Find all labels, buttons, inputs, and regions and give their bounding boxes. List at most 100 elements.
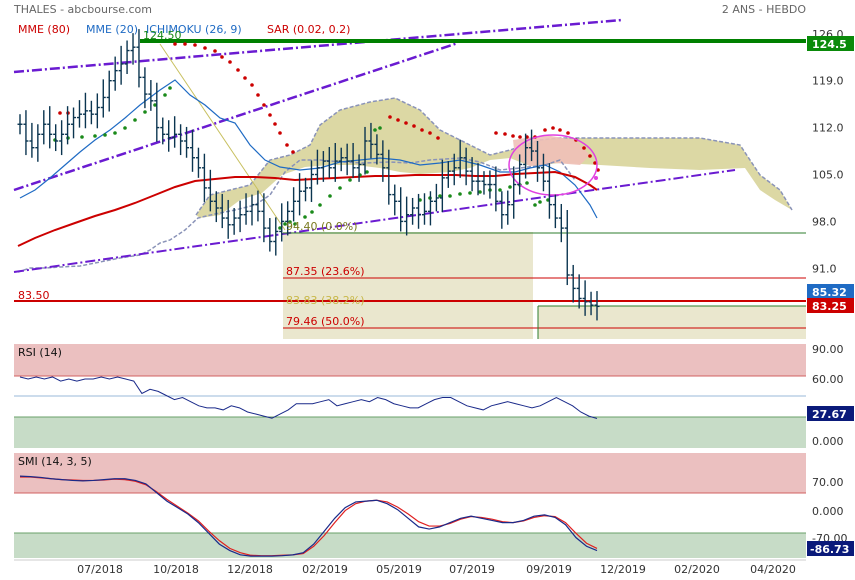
price-bar [17, 114, 23, 135]
price-bar [374, 134, 380, 165]
price-bar [457, 139, 463, 178]
price-bar [148, 80, 154, 111]
price-bar [552, 194, 558, 229]
price-bar [243, 193, 249, 225]
sar-dot [378, 126, 382, 130]
price-bar [261, 193, 267, 243]
sar-dot [420, 128, 424, 132]
rsi-badge: 27.67 [812, 408, 847, 421]
sar-dot [268, 113, 272, 117]
price-bar [213, 191, 219, 223]
support-annotation: 83.50 [18, 289, 50, 302]
price-bar [523, 133, 529, 179]
price-bar [118, 45, 124, 85]
sar-dot [588, 154, 592, 158]
sar-dot [80, 135, 84, 139]
price-bar [279, 203, 285, 242]
price-bar [71, 107, 77, 139]
sar-dot [511, 134, 515, 138]
price-bar [356, 154, 362, 182]
sar-dot [396, 118, 400, 122]
fib-zone [283, 232, 533, 339]
price-bar [380, 140, 386, 182]
sar-dot [582, 146, 586, 150]
price-bar [106, 70, 112, 112]
sar-dot [293, 222, 297, 226]
sar-dot [503, 132, 507, 136]
price-bar [588, 291, 594, 316]
price-bar [517, 154, 523, 195]
price-bar [237, 200, 243, 233]
price-bar [546, 163, 552, 219]
price-bar [576, 274, 582, 309]
sar-dot [133, 118, 137, 122]
price-bar [493, 166, 499, 212]
sar-dot [143, 110, 147, 114]
x-tick-label: 02/2019 [302, 563, 348, 576]
price-tick: 91.0 [812, 262, 837, 275]
price-bar [231, 208, 237, 235]
mme80-line [17, 170, 598, 247]
sar-dot [508, 185, 512, 189]
fib-label-500: 79.46 (50.0%) [286, 315, 365, 328]
price-bar [368, 122, 374, 159]
price-bar [451, 153, 457, 186]
price-bar [344, 143, 350, 176]
price-bar [398, 187, 404, 232]
sar-dot [538, 200, 542, 204]
price-bar [469, 157, 475, 192]
rsi-oversold-zone [14, 417, 806, 448]
price-tick: 98.0 [812, 215, 837, 228]
x-tick-label: 05/2019 [376, 563, 422, 576]
price-bar [142, 67, 148, 109]
price-bar [505, 190, 511, 225]
ichimoku-cloud [196, 98, 792, 218]
ichimoku-lagging [17, 157, 576, 273]
sar-dot [278, 131, 282, 135]
sar-dot [525, 181, 529, 185]
price-bar [326, 147, 332, 178]
legend-ichimoku: ICHIMOKU (26, 9) [146, 23, 242, 36]
sar-dot [220, 55, 224, 59]
price-bar [439, 159, 445, 213]
price-bar [314, 149, 320, 185]
price-bar [511, 166, 517, 219]
trend-lower [13, 169, 736, 273]
rsi-overbought-zone [14, 344, 806, 376]
price-bar [35, 124, 41, 162]
sar-dot [428, 131, 432, 135]
price-bar [255, 190, 261, 222]
price-tick: 105.0 [812, 169, 844, 182]
price-bar [558, 203, 564, 243]
price-bar [362, 126, 368, 175]
sar-dot [203, 46, 207, 50]
price-bar [427, 191, 433, 226]
smi-badge: -86.73 [810, 543, 849, 556]
sar-dot [373, 128, 377, 132]
price-bar [481, 171, 487, 195]
price-bar [201, 153, 207, 202]
sar-dot [468, 191, 472, 195]
legend-sar: SAR (0.02, 0.2) [267, 23, 350, 36]
sar-dot [278, 226, 282, 230]
sar-dot [518, 135, 522, 139]
price-bar [225, 199, 231, 239]
x-tick-label: 02/2020 [674, 563, 720, 576]
price-bar [463, 147, 469, 186]
sar-dot [243, 76, 247, 80]
price-bar [112, 56, 118, 91]
sar-dot [365, 170, 369, 174]
sar-dot [310, 210, 314, 214]
price-bar [529, 129, 535, 162]
sar-dot [283, 222, 287, 226]
smi-line [19, 475, 598, 557]
sar-dot [438, 194, 442, 198]
x-tick-label: 12/2019 [600, 563, 646, 576]
fib-label-382: 83.83 (38.2%) [286, 294, 365, 307]
price-tick: 112.0 [812, 122, 844, 135]
price-bar [297, 173, 303, 216]
price-bar [392, 184, 398, 216]
high-annotation: 124.50 [143, 29, 182, 42]
price-bar [76, 100, 82, 128]
